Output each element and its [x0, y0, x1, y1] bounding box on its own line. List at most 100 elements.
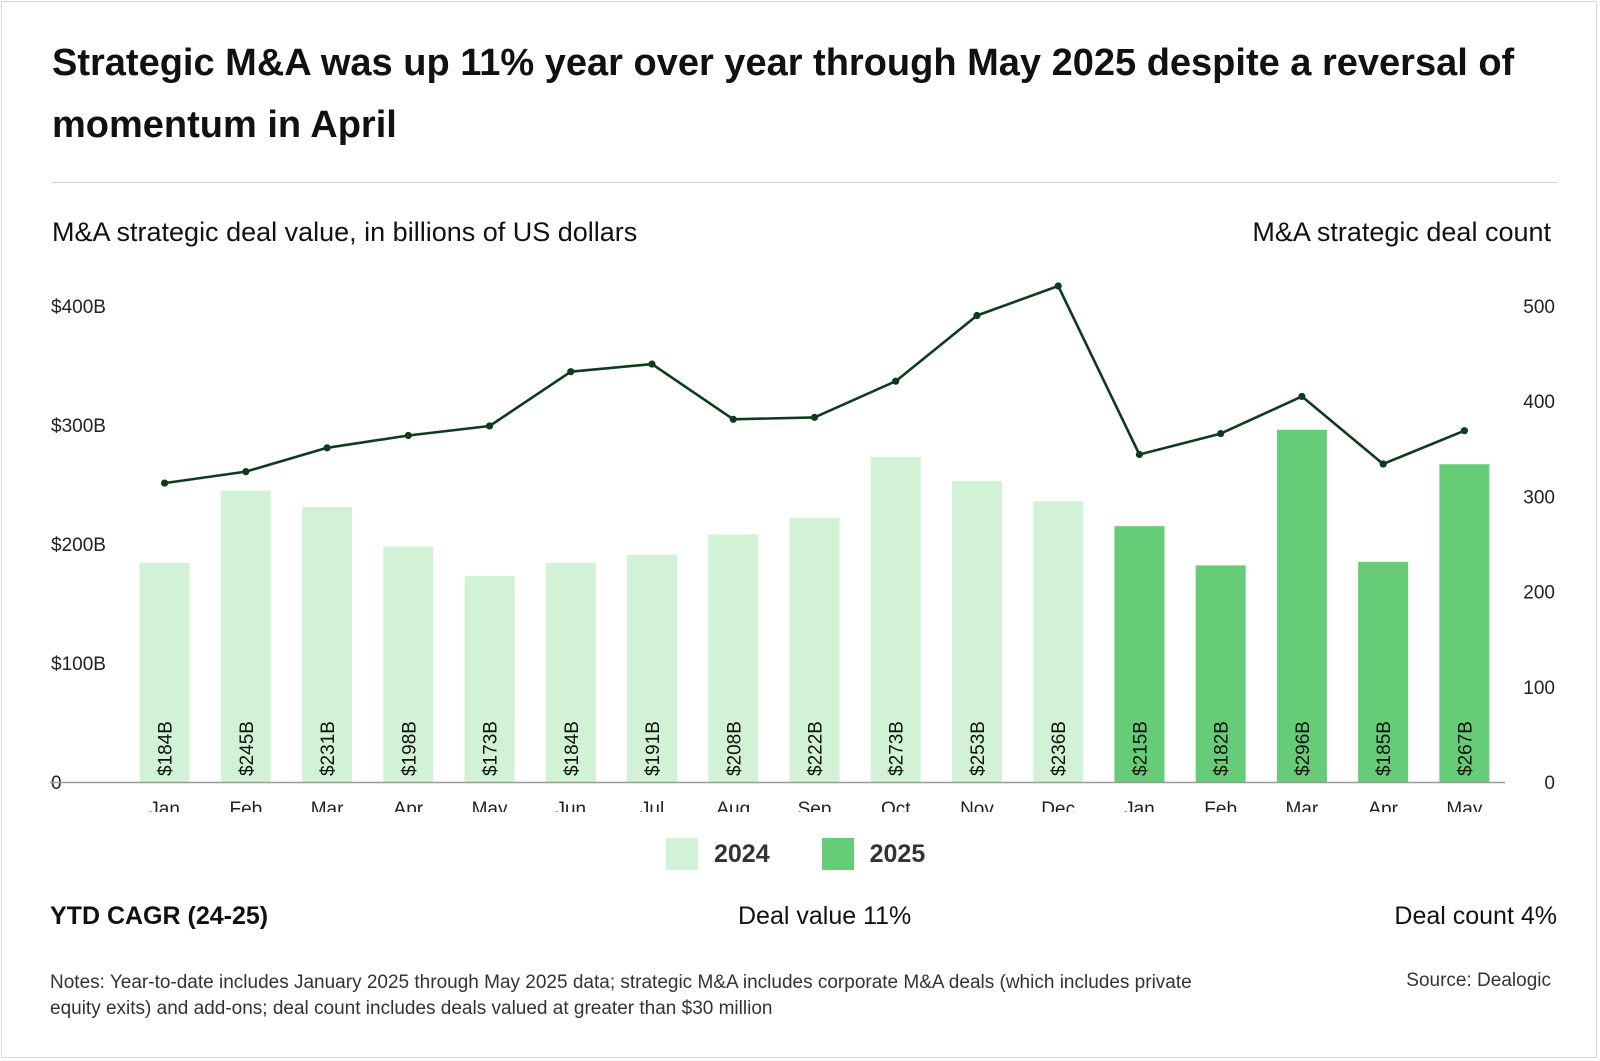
deal-count-point	[161, 479, 169, 487]
left-y-tick-label: $300B	[51, 416, 106, 437]
bar-2024-mar	[302, 507, 353, 782]
chart-source: Source: Dealogic	[1406, 970, 1551, 991]
deal-count-point	[1217, 429, 1225, 438]
bar-series	[139, 429, 1490, 782]
bar-data-label: $185B	[1374, 721, 1395, 776]
bar-data-label: $236B	[1049, 721, 1070, 776]
x-tick-label: Apr	[1368, 799, 1398, 812]
x-tick-label: Jul	[640, 799, 664, 812]
right-y-axis: 0 100 200 300 400 500	[1523, 297, 1555, 794]
chart-notes: Notes: Year-to-date includes January 202…	[50, 972, 1192, 1019]
cagr-deal-count: Deal count 4%	[1394, 902, 1557, 930]
x-tick-label: Aug	[716, 799, 750, 812]
left-y-axis: 0 $100B $200B $300B $400B	[51, 297, 106, 794]
bar-2025-may	[1439, 464, 1490, 782]
deal-count-point	[1298, 392, 1306, 401]
left-y-tick-label: $400B	[51, 297, 106, 318]
x-tick-label: Feb	[229, 799, 262, 812]
x-tick-label: Sep	[798, 799, 832, 812]
x-tick-label: Apr	[394, 799, 424, 812]
bar-2025-jan	[1114, 526, 1165, 782]
bar-data-label: $245B	[237, 721, 258, 776]
bar-2024-oct	[870, 457, 921, 782]
legend-item-2025: 2025	[821, 838, 926, 870]
x-tick-label: Dec	[1041, 799, 1075, 812]
bar-2024-feb	[220, 490, 271, 782]
deal-count-point	[242, 468, 250, 476]
deal-count-point	[892, 377, 900, 385]
bar-2024-jul	[627, 554, 678, 782]
right-y-tick-label: 100	[1523, 678, 1555, 699]
bar-data-label: $182B	[1212, 721, 1233, 776]
cagr-summary-row: YTD CAGR (24-25) Deal value 11% Deal cou…	[2, 902, 1600, 942]
x-tick-label: Oct	[881, 799, 911, 812]
bar-data-label: $184B	[156, 721, 177, 776]
legend-swatch-2025	[821, 838, 854, 870]
x-tick-label: Feb	[1204, 799, 1237, 812]
bar-data-label: $267B	[1455, 721, 1476, 776]
deal-count-point	[810, 413, 819, 421]
deal-count-point	[485, 422, 494, 430]
x-tick-label: Mar	[1286, 799, 1319, 812]
x-tick-label: Jan	[149, 799, 180, 812]
bar-2024-dec	[1033, 501, 1084, 782]
bar-2024-aug	[708, 534, 759, 782]
right-y-tick-label: 300	[1523, 487, 1555, 508]
bar-2024-jun	[545, 563, 596, 782]
deal-count-point	[323, 444, 331, 452]
deal-count-point	[1054, 282, 1062, 290]
deal-count-point	[729, 415, 737, 423]
cagr-title: YTD CAGR (24-25)	[50, 902, 269, 930]
left-y-tick-label: 0	[51, 773, 62, 794]
bar-data-label: $184B	[562, 721, 583, 776]
x-tick-label: May	[1446, 799, 1482, 812]
bar-2025-feb	[1195, 565, 1246, 782]
x-tick-label: Mar	[311, 799, 344, 812]
bar-2025-mar	[1276, 429, 1327, 782]
deal-count-point	[973, 311, 981, 320]
bar-data-label: $215B	[1130, 721, 1151, 776]
bar-data-label: $208B	[724, 721, 745, 776]
deal-count-point	[1135, 450, 1144, 459]
bar-2024-nov	[951, 480, 1002, 782]
legend-item-2024: 2024	[666, 838, 770, 870]
bar-data-labels: $184B $245B $231B $198B $173B $184B $191B $208B…	[156, 721, 1477, 776]
bar-data-label: $198B	[399, 721, 420, 776]
legend: 2024 2025	[666, 838, 977, 870]
right-y-tick-label: 200	[1523, 583, 1555, 604]
deal-count-line-series	[161, 282, 1468, 487]
bar-2024-apr	[383, 546, 434, 782]
bar-data-label: $296B	[1293, 721, 1314, 776]
legend-swatch-2024	[666, 838, 698, 870]
deal-count-point	[1460, 427, 1468, 435]
legend-label-2024: 2024	[714, 839, 770, 868]
legend-label-2025: 2025	[869, 839, 926, 868]
bar-data-label: $222B	[806, 721, 827, 776]
chart-title: Strategic M&A was up 11% year over year …	[52, 42, 1515, 146]
combo-chart: 0 $100B $200B $300B $400B 0 100 200 300 400 500 $…	[50, 282, 1555, 812]
cagr-deal-value: Deal value 11%	[738, 902, 912, 930]
deal-count-point	[648, 360, 656, 368]
bar-2024-may	[464, 576, 515, 782]
x-tick-label: Jun	[555, 799, 586, 812]
right-y-tick-label: 500	[1523, 297, 1555, 318]
left-axis-title: M&A strategic deal value, in billions of…	[52, 217, 638, 247]
x-axis-tick-labels: Jan Feb Mar Apr May Jun Jul Aug Sep Oct Nov Dec Jan F…	[149, 799, 1483, 812]
right-y-tick-label: 400	[1523, 392, 1555, 413]
right-axis-title: M&A strategic deal count	[1252, 217, 1551, 247]
x-tick-label: Jan	[1124, 799, 1155, 812]
deal-count-point	[404, 431, 412, 440]
title-divider	[52, 182, 1557, 183]
bar-data-label: $191B	[643, 721, 664, 776]
bar-2024-jan	[139, 563, 190, 782]
bar-2024-sep	[789, 517, 840, 782]
x-tick-label: May	[472, 799, 508, 812]
bar-data-label: $231B	[318, 721, 339, 776]
deal-count-point	[567, 368, 575, 376]
deal-count-point	[1379, 460, 1387, 468]
bar-data-label: $253B	[968, 721, 989, 776]
left-y-tick-label: $100B	[51, 654, 106, 675]
x-tick-label: Nov	[960, 799, 994, 812]
right-y-tick-label: 0	[1544, 773, 1555, 794]
